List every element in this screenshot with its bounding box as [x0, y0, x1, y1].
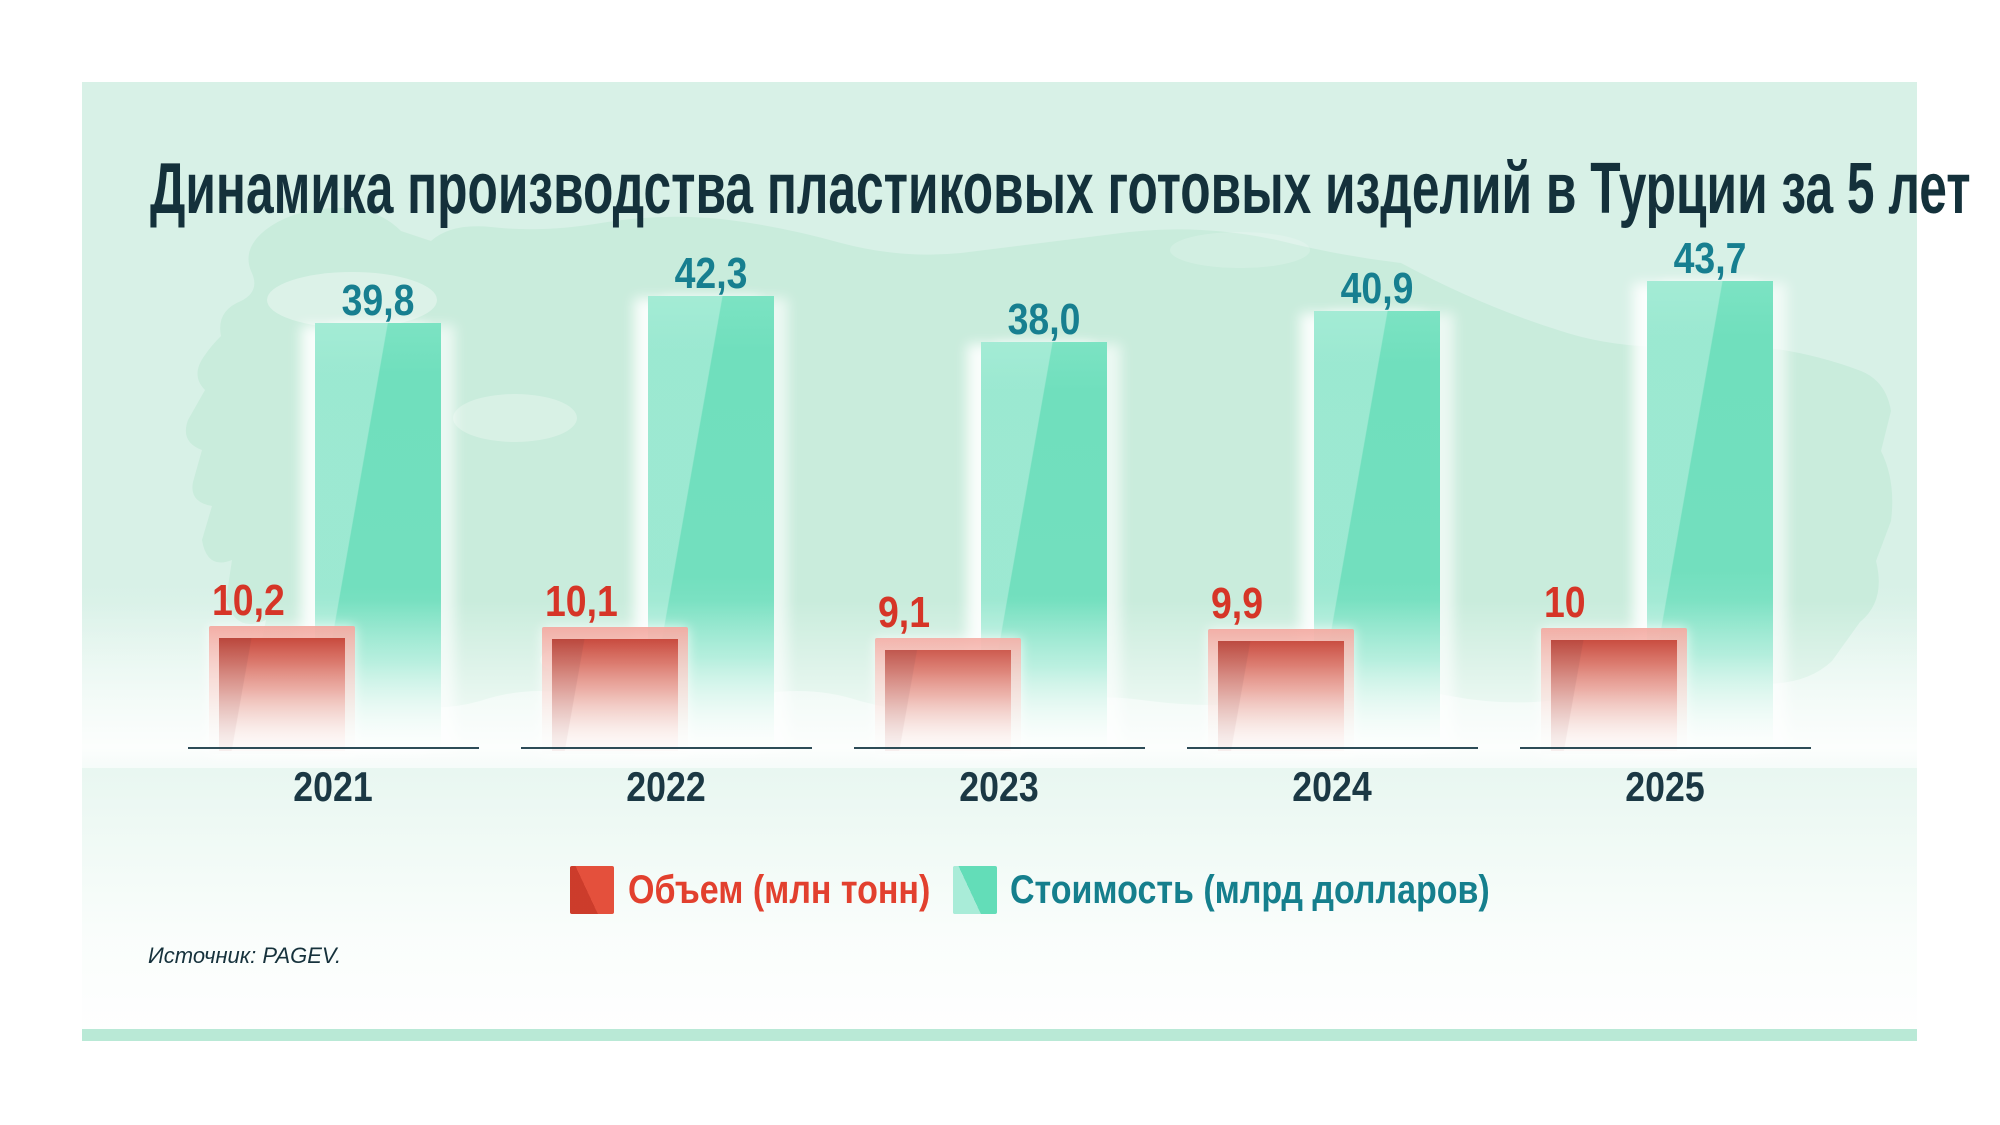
axis-baseline: [1520, 747, 1811, 749]
axis-baseline: [854, 747, 1145, 749]
cost-value-label: 43,7: [1673, 234, 1747, 283]
legend-label-value: Стоимость (млрд долларов): [1010, 868, 1490, 912]
volume-value-label: 10: [1544, 578, 1586, 627]
bottom-accent-strip: [82, 1029, 1917, 1041]
legend-swatch-value: [953, 866, 997, 914]
cost-value-label: 38,0: [1007, 295, 1081, 344]
legend-swatch-volume-facet: [570, 866, 614, 914]
volume-value-label: 10,1: [545, 577, 618, 626]
volume-value-label: 9,1: [878, 588, 930, 637]
cost-value-label: 40,9: [1340, 264, 1414, 313]
axis-baseline: [1187, 747, 1478, 749]
legend-swatch-volume: [570, 866, 614, 914]
volume-value-label: 10,2: [212, 576, 285, 625]
year-label: 2023: [959, 763, 1039, 810]
legend-swatch-value-facet: [953, 866, 997, 914]
axis-baseline: [521, 747, 812, 749]
volume-value-label: 9,9: [1211, 579, 1263, 628]
legend-label-volume: Объем (млн тонн): [628, 868, 931, 912]
year-label: 2024: [1292, 763, 1372, 810]
year-label: 2022: [626, 763, 706, 810]
bottom-fade-overlay: [82, 600, 1917, 768]
chart-title: Динамика производства пластиковых готовы…: [150, 149, 1971, 229]
cost-value-label: 42,3: [674, 249, 748, 298]
cost-value-label: 39,8: [341, 276, 415, 325]
axis-baseline: [188, 747, 479, 749]
source-note: Источник: PAGEV.: [148, 943, 342, 968]
year-label: 2025: [1625, 763, 1705, 810]
year-label: 2021: [293, 763, 373, 810]
